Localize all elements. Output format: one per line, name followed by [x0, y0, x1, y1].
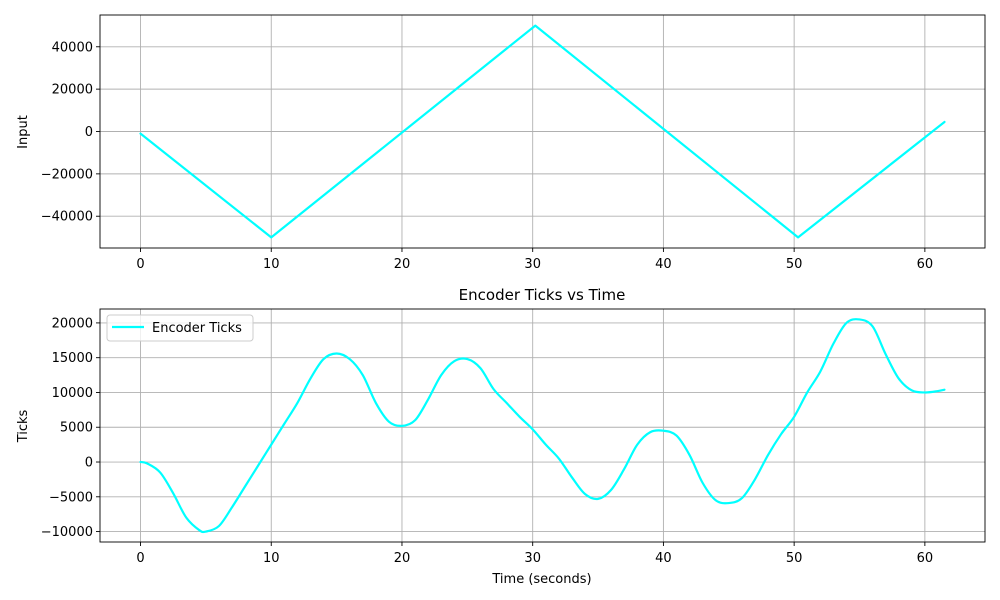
top-x-tick-label: 50 [786, 257, 803, 272]
bottom-subplot: Encoder Ticks vs Time 0 10 20 30 40 50 60 −100… [16, 286, 986, 587]
top-y-tick-label: −20000 [41, 167, 93, 182]
top-x-tick-label: 20 [394, 257, 411, 272]
bottom-y-axis: −10000 −5000 0 5000 10000 15000 20000 [41, 316, 100, 540]
top-subplot: 0 10 20 30 40 50 60 −40000 −20000 0 20000 40000 In… [16, 14, 986, 272]
bottom-series-line-1 [139, 318, 946, 534]
bottom-x-tick-label: 40 [655, 551, 672, 566]
bottom-series-layer [139, 318, 946, 534]
top-x-tick-label: 10 [263, 257, 280, 272]
bottom-x-tick-label: 60 [917, 551, 934, 566]
bottom-y-tick-label: −10000 [41, 525, 93, 540]
legend: Encoder Ticks [106, 314, 254, 342]
top-series-layer [139, 24, 946, 239]
top-y-tick-label: −40000 [41, 210, 93, 225]
top-x-tick-label: 0 [136, 257, 144, 272]
bottom-x-axis-label: Time (seconds) [491, 572, 591, 587]
legend-box [106, 314, 254, 342]
top-series-line-1 [139, 24, 946, 239]
top-y-tick-label: 20000 [52, 83, 93, 98]
top-y-tick-label: 40000 [52, 40, 93, 55]
top-y-axis: −40000 −20000 0 20000 40000 [41, 40, 100, 225]
bottom-y-tick-label: 0 [85, 456, 93, 471]
top-x-tick-label: 30 [524, 257, 541, 272]
bottom-y-tick-label: 15000 [52, 351, 93, 366]
bottom-x-tick-label: 10 [263, 551, 280, 566]
top-y-axis-label: Input [16, 115, 31, 149]
top-grid [100, 15, 985, 248]
top-x-tick-label: 60 [917, 257, 934, 272]
top-y-tick-label: 0 [85, 125, 93, 140]
top-x-axis: 0 10 20 30 40 50 60 [136, 248, 933, 272]
bottom-plot-frame [99, 308, 986, 543]
bottom-y-tick-label: 5000 [60, 421, 93, 436]
legend-label-encoder-ticks: Encoder Ticks [152, 321, 242, 336]
top-x-tick-label: 40 [655, 257, 672, 272]
bottom-chart-title: Encoder Ticks vs Time [459, 286, 626, 304]
bottom-x-tick-label: 0 [136, 551, 144, 566]
bottom-x-tick-label: 30 [524, 551, 541, 566]
bottom-x-axis: 0 10 20 30 40 50 60 [136, 542, 933, 566]
bottom-y-tick-label: −5000 [49, 490, 93, 505]
bottom-x-tick-label: 50 [786, 551, 803, 566]
bottom-y-axis-label: Ticks [16, 409, 31, 443]
bottom-y-tick-label: 10000 [52, 386, 93, 401]
bottom-x-tick-label: 20 [394, 551, 411, 566]
bottom-y-tick-label: 20000 [52, 316, 93, 331]
